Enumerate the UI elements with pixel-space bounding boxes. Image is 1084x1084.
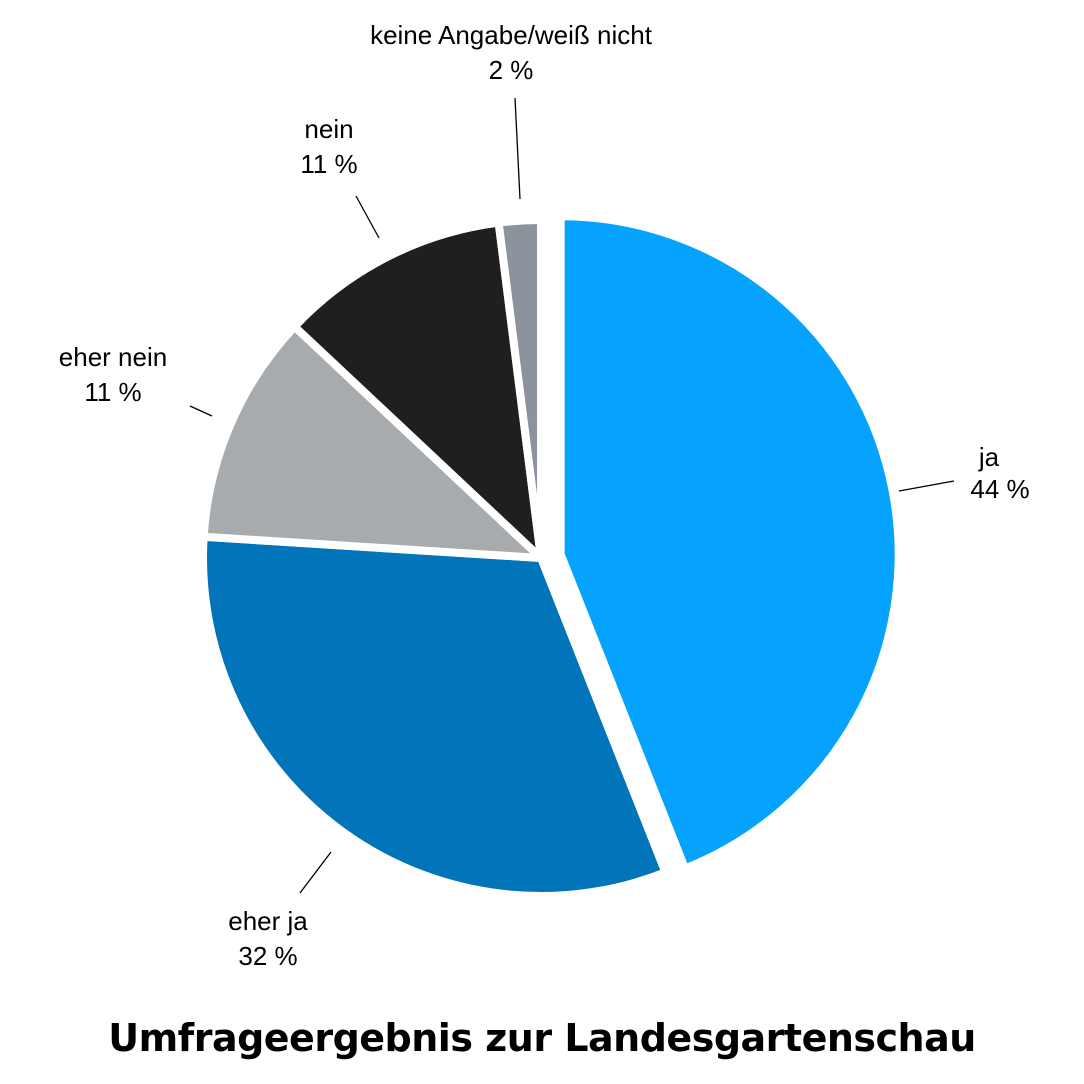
slice-value-label: 11 %: [300, 149, 357, 179]
pie-slice-ja: [556, 212, 903, 874]
slice-value-label: 44 %: [970, 474, 1029, 504]
slice-category-label: eher nein: [59, 342, 167, 372]
leader-line: [355, 195, 380, 239]
leader-line: [189, 405, 213, 417]
slice-value-label: 2 %: [489, 55, 534, 85]
slice-category-label: ja: [978, 442, 1000, 472]
pie-slice-eher-ja: [199, 532, 671, 900]
slice-category-label: nein: [304, 114, 353, 144]
chart-title: Umfrageergebnis zur Landesgartenschau: [108, 1016, 976, 1060]
slice-category-label: eher ja: [228, 906, 308, 936]
slice-category-label: keine Angabe/weiß nicht: [370, 20, 653, 50]
slice-value-label: 11 %: [84, 377, 141, 407]
pie-slice-eher-nein: [199, 320, 552, 563]
leader-line: [898, 480, 955, 492]
pie-slice-keine-angabe-weiß-nicht: [494, 215, 545, 559]
pie-slice-nein: [288, 218, 547, 569]
leader-lines: [189, 97, 955, 894]
leader-line: [514, 97, 521, 200]
pie-slices: [199, 212, 903, 900]
slice-value-label: 32 %: [238, 941, 297, 971]
leader-line: [299, 851, 332, 894]
